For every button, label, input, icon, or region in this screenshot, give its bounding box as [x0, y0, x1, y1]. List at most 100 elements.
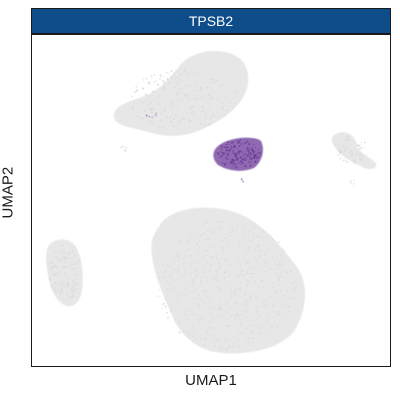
- cell-point: [196, 338, 198, 340]
- cell-point: [217, 308, 219, 311]
- cell-point: [206, 331, 208, 333]
- cell-point: [228, 330, 231, 332]
- cell-point: [61, 251, 63, 254]
- cell-point: [271, 238, 274, 240]
- cluster-left-small: [46, 239, 83, 307]
- cell-point: [269, 234, 272, 237]
- cell-point: [251, 236, 255, 239]
- cell-point: [194, 82, 196, 85]
- cell-point: [232, 290, 234, 293]
- cell-point: [273, 315, 275, 317]
- cell-point: [219, 85, 222, 87]
- cell-point: [247, 337, 250, 340]
- cell-point: [259, 266, 262, 269]
- cell-point: [354, 154, 357, 157]
- cell-point: [279, 290, 282, 293]
- cell-point: [67, 253, 70, 256]
- cell-point: [214, 81, 216, 83]
- cell-point: [339, 141, 341, 143]
- cell-point: [221, 248, 223, 250]
- cell-point: [229, 231, 232, 234]
- cell-point: [204, 337, 207, 340]
- cell-point: [227, 163, 229, 165]
- cell-point: [248, 142, 250, 144]
- cell-point: [256, 235, 259, 238]
- cell-point: [58, 275, 60, 277]
- cell-point: [337, 154, 340, 157]
- cell-point: [162, 82, 165, 85]
- cell-point: [225, 97, 227, 99]
- cell-point: [204, 330, 206, 332]
- cell-point: [222, 249, 224, 252]
- cell-point: [54, 282, 57, 285]
- cell-point: [230, 279, 232, 281]
- cell-point: [257, 152, 260, 155]
- cell-point: [203, 124, 206, 127]
- cell-point: [124, 150, 127, 152]
- cell-point: [150, 119, 153, 122]
- cell-point: [186, 75, 189, 77]
- cell-point: [243, 237, 245, 239]
- cell-point: [140, 103, 142, 105]
- cell-point: [76, 273, 79, 276]
- cell-point: [180, 88, 183, 91]
- cell-point: [230, 142, 232, 144]
- cell-point: [238, 242, 240, 244]
- cell-point: [54, 265, 57, 267]
- cell-point: [70, 296, 73, 299]
- cell-point: [71, 290, 75, 293]
- cell-point: [235, 166, 237, 168]
- cell-point: [60, 287, 63, 289]
- cell-point: [226, 109, 228, 111]
- cell-point: [225, 152, 227, 154]
- cell-point: [186, 93, 189, 96]
- cell-point: [204, 116, 207, 119]
- cell-point: [73, 289, 76, 292]
- cell-point: [179, 98, 181, 101]
- cell-point: [187, 330, 189, 333]
- cell-point: [191, 313, 193, 315]
- cell-point: [178, 300, 180, 302]
- cell-point: [242, 274, 245, 277]
- cell-point: [232, 152, 235, 154]
- cell-point: [201, 283, 203, 286]
- cell-point: [214, 339, 216, 341]
- cell-point: [225, 330, 227, 332]
- cell-point: [339, 145, 341, 147]
- cell-point: [157, 295, 160, 297]
- cell-point: [174, 319, 176, 321]
- cell-point: [256, 245, 259, 248]
- cell-point: [219, 227, 222, 230]
- cell-point: [230, 145, 232, 148]
- cell-point: [186, 240, 189, 243]
- cell-point: [63, 284, 65, 286]
- cell-point: [231, 229, 234, 232]
- cell-point: [235, 314, 238, 316]
- cell-point: [161, 307, 163, 310]
- cell-point: [233, 236, 236, 238]
- cell-point: [221, 282, 224, 284]
- cell-point: [243, 158, 246, 162]
- cell-point: [278, 311, 281, 314]
- cell-point: [210, 299, 213, 302]
- cell-point: [162, 275, 165, 278]
- cell-point: [167, 282, 170, 285]
- cell-point: [343, 140, 346, 142]
- cell-point: [136, 115, 139, 118]
- cell-point: [193, 97, 196, 100]
- cell-point: [173, 86, 176, 89]
- cell-point: [221, 334, 223, 336]
- cell-point: [245, 149, 247, 151]
- cell-point: [225, 162, 227, 164]
- cell-point: [161, 263, 164, 266]
- cell-point: [50, 286, 53, 288]
- cell-point: [269, 317, 271, 319]
- cell-point: [173, 269, 175, 272]
- cell-point: [198, 303, 200, 305]
- cell-point: [178, 275, 180, 277]
- cell-point: [205, 221, 208, 224]
- cell-point: [206, 100, 208, 102]
- cell-point: [258, 244, 260, 246]
- cell-point: [60, 245, 63, 248]
- cell-point: [204, 271, 206, 274]
